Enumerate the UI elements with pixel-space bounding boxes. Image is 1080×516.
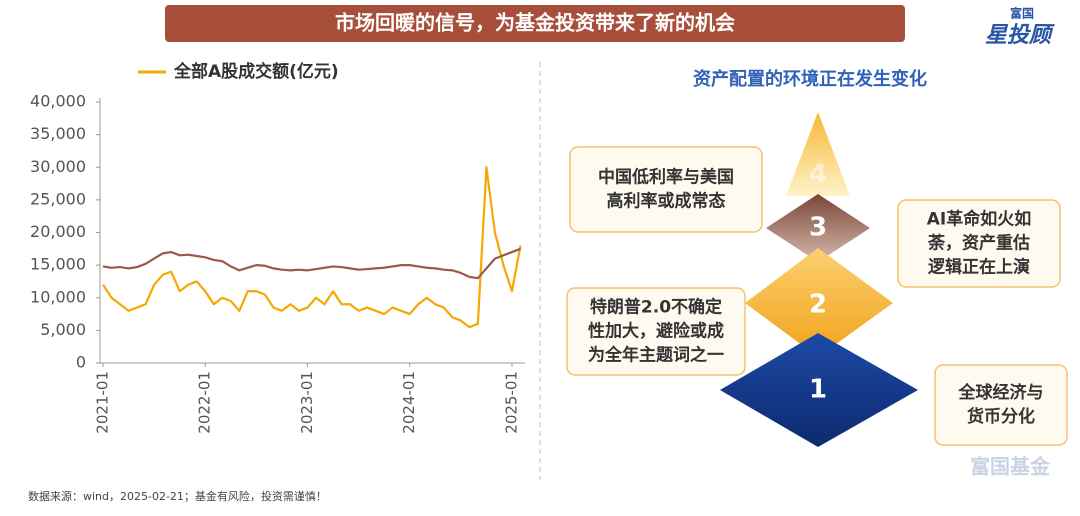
header-bar <box>165 5 905 42</box>
y-tick-label: 35,000 <box>30 124 86 143</box>
y-tick-label: 10,000 <box>30 287 86 306</box>
series-line <box>102 166 522 329</box>
callout-box <box>569 146 763 233</box>
level-number: 3 <box>809 213 827 243</box>
legend-label: 全部A股成交额(亿元) <box>173 61 339 82</box>
callout-text: 中国低利率与美国 <box>598 167 734 188</box>
y-tick-label: 5,000 <box>40 320 86 339</box>
series-line <box>102 247 521 280</box>
callout-text: 特朗普2.0不确定 <box>590 297 722 318</box>
y-tick-label: 25,000 <box>30 189 86 208</box>
x-tick-label: 2022-01 <box>196 371 214 434</box>
pyramid-level <box>766 194 870 262</box>
x-tick-label: 2023-01 <box>298 371 316 434</box>
callout-box <box>897 199 1061 288</box>
callout-text: 货币分化 <box>967 406 1035 427</box>
callout-text: 性加大，避险或成 <box>588 321 724 342</box>
header-title: 市场回暖的信号，为基金投资带来了新的机会 <box>335 11 735 35</box>
level-number: 4 <box>809 160 827 190</box>
callout-text: 为全年主题词之一 <box>588 345 724 366</box>
y-tick-label: 0 <box>76 353 86 372</box>
callout-text: 逻辑正在上演 <box>928 257 1030 278</box>
logo-top: 富国 <box>1010 6 1034 21</box>
callout-text: AI革命如火如 <box>927 209 1031 230</box>
callout-box <box>566 287 746 376</box>
level-number: 2 <box>809 290 827 320</box>
x-tick-label: 2024-01 <box>400 371 418 434</box>
x-tick-label: 2021-01 <box>94 371 112 434</box>
callout-text: 全球经济与 <box>958 382 1044 403</box>
callout-text: 荼，资产重估 <box>927 233 1030 254</box>
pyramid-level <box>720 333 918 447</box>
logo-main: 星投顾 <box>985 23 1055 48</box>
pyramid-level <box>745 248 893 357</box>
level-number: 1 <box>809 375 827 405</box>
pyramid-level <box>786 112 850 196</box>
source-note: 数据来源：wind，2025-02-21；基金有风险，投资需谨慎！ <box>28 489 327 503</box>
y-tick-label: 15,000 <box>30 255 86 274</box>
y-tick-label: 20,000 <box>30 222 86 241</box>
watermark: 富国基金 <box>970 455 1051 479</box>
diagram-title: 资产配置的环境正在发生变化 <box>693 68 927 90</box>
chart: 0 5,000 10,000 15,000 20,000 25,000 30,000 35,0… <box>30 61 525 434</box>
y-tick-label: 30,000 <box>30 157 86 176</box>
x-tick-label: 2025-01 <box>502 371 520 434</box>
callout-box <box>934 364 1068 446</box>
y-tick-label: 40,000 <box>30 92 86 111</box>
callout-text: 高利率或成常态 <box>607 191 726 212</box>
